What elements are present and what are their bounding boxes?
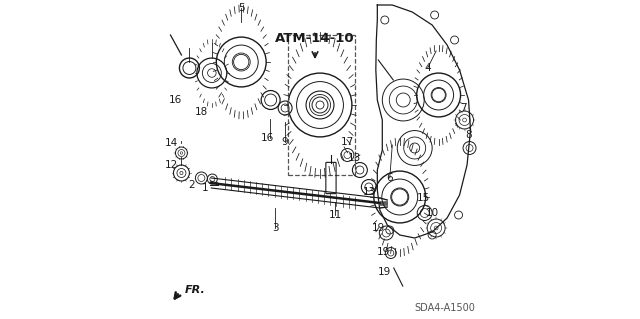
Text: 10: 10 bbox=[426, 208, 438, 218]
Text: 13: 13 bbox=[348, 153, 362, 163]
Text: 4: 4 bbox=[424, 63, 431, 73]
Text: 17: 17 bbox=[340, 137, 354, 147]
Text: 13: 13 bbox=[364, 187, 376, 197]
Text: 3: 3 bbox=[272, 223, 278, 233]
Text: 14: 14 bbox=[165, 138, 178, 148]
Text: 19: 19 bbox=[378, 267, 392, 277]
Text: SDA4-A1500: SDA4-A1500 bbox=[414, 303, 475, 313]
Text: 16: 16 bbox=[261, 133, 275, 143]
Text: 5: 5 bbox=[239, 3, 245, 13]
Text: 16: 16 bbox=[169, 95, 182, 105]
Text: 11: 11 bbox=[328, 210, 342, 220]
Text: 8: 8 bbox=[465, 130, 472, 140]
Text: 12: 12 bbox=[165, 160, 178, 170]
Text: FR.: FR. bbox=[184, 285, 205, 295]
Text: 18: 18 bbox=[195, 107, 208, 117]
Text: ATM-14-10: ATM-14-10 bbox=[275, 32, 355, 44]
Text: 19: 19 bbox=[372, 223, 385, 233]
Text: 6: 6 bbox=[387, 173, 393, 183]
Text: 15: 15 bbox=[417, 193, 430, 203]
Text: 9: 9 bbox=[282, 137, 289, 147]
Text: 1: 1 bbox=[202, 183, 209, 193]
Text: 2: 2 bbox=[188, 180, 195, 190]
Text: 19: 19 bbox=[377, 247, 390, 257]
Text: 7: 7 bbox=[460, 103, 467, 113]
